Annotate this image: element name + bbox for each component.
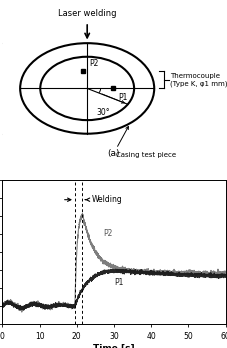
- Text: P1: P1: [118, 93, 127, 102]
- Text: Casing test piece: Casing test piece: [116, 152, 176, 158]
- Text: Thermocouple
(Type K, φ1 mm): Thermocouple (Type K, φ1 mm): [169, 73, 226, 87]
- Text: 30°: 30°: [96, 108, 109, 117]
- Text: Laser welding: Laser welding: [58, 9, 116, 18]
- Text: (a): (a): [107, 149, 120, 158]
- Text: P2: P2: [89, 59, 98, 68]
- Text: P1: P1: [114, 278, 123, 287]
- Text: Welding: Welding: [91, 195, 122, 204]
- X-axis label: Time [s]: Time [s]: [93, 344, 134, 348]
- Text: P2: P2: [102, 229, 112, 238]
